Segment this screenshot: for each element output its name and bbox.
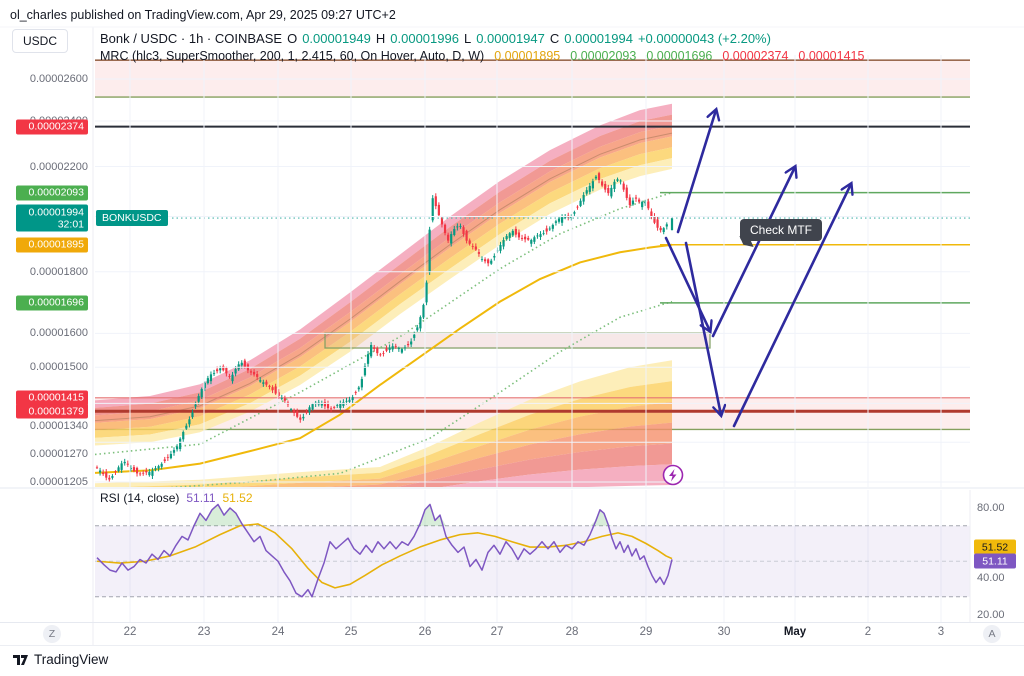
price-label-badge: 0.00001994 32:01 bbox=[16, 204, 88, 232]
price-axis-label: 0.00001205 bbox=[29, 475, 88, 488]
rsi-value-badge: 51.11 bbox=[974, 553, 1016, 569]
rsi-axis-label: 40.00 bbox=[977, 572, 1005, 584]
bar-countdown: 32:01 bbox=[57, 218, 84, 231]
time-axis-label-3: 3 bbox=[937, 626, 945, 638]
price-axis-label: 0.00001270 bbox=[29, 448, 88, 461]
price-axis-label: 0.00002600 bbox=[29, 73, 88, 85]
rsi-ma-value: 51.52 bbox=[222, 491, 253, 505]
price-label-badge: 0.00002374 bbox=[16, 119, 88, 135]
tradingview-logo[interactable]: TradingView bbox=[12, 652, 108, 667]
trend-arrow[interactable] bbox=[684, 241, 721, 415]
mrc-indicator-legend[interactable]: MRC (hlc3, SuperSmoother, 200, 1, 2.415,… bbox=[100, 49, 874, 63]
price-label-badge: 0.00001895 bbox=[16, 237, 88, 253]
time-axis-label-25: 25 bbox=[344, 626, 358, 638]
check-mtf-note[interactable]: Check MTF bbox=[740, 219, 823, 241]
price-label-badge: 0.00001415 bbox=[16, 390, 88, 406]
time-axis-label-27: 27 bbox=[490, 626, 504, 638]
ohlc-low-value: 0.00001947 bbox=[476, 31, 545, 46]
tradingview-logo-text: TradingView bbox=[34, 652, 109, 667]
rsi-axis-label: 80.00 bbox=[977, 502, 1005, 514]
price-label-badge: 0.00001379 bbox=[16, 403, 88, 419]
tradingview-logo-icon bbox=[13, 655, 28, 665]
axis-button-a[interactable]: A bbox=[983, 625, 1001, 643]
ohlc-high-label: H bbox=[375, 31, 386, 46]
symbol-chip-button[interactable]: USDC bbox=[12, 29, 68, 53]
rsi-axis-label: 20.00 bbox=[977, 609, 1005, 621]
published-byline: ol_charles published on TradingView.com,… bbox=[10, 8, 396, 22]
time-axis-label-23: 23 bbox=[197, 626, 211, 638]
trend-arrow[interactable] bbox=[676, 110, 716, 234]
rsi-value-badge: 51.52 bbox=[974, 539, 1016, 555]
symbol-legend[interactable]: Bonk / USDC · 1h · COINBASE O 0.00001949 … bbox=[100, 31, 771, 46]
mrc-title: MRC (hlc3, SuperSmoother, 200, 1, 2.415,… bbox=[100, 49, 485, 63]
time-axis-label-may: May bbox=[783, 626, 807, 638]
time-axis-label-28: 28 bbox=[565, 626, 579, 638]
rsi-value: 51.11 bbox=[186, 491, 216, 505]
series-name-badge: BONKUSDC bbox=[96, 210, 168, 227]
mrc-level-value: 0.00001696 bbox=[646, 49, 713, 63]
ohlc-open-label: O bbox=[287, 31, 298, 46]
mrc-level-value: 0.00001895 bbox=[494, 49, 561, 63]
time-axis-label-2: 2 bbox=[864, 626, 872, 638]
time-axis-label-26: 26 bbox=[418, 626, 432, 638]
time-axis-label-30: 30 bbox=[717, 626, 731, 638]
price-axis-label: 0.00001500 bbox=[29, 361, 88, 374]
time-axis-label-29: 29 bbox=[639, 626, 653, 638]
trend-arrow[interactable] bbox=[732, 184, 851, 428]
ohlc-open-value: 0.00001949 bbox=[302, 31, 371, 46]
lightning-icon[interactable] bbox=[662, 464, 684, 486]
rsi-legend[interactable]: RSI (14, close) 51.11 51.52 bbox=[100, 491, 253, 505]
axis-button-z[interactable]: Z bbox=[43, 625, 61, 643]
mrc-level-value: 0.00001415 bbox=[798, 49, 865, 63]
ohlc-close-label: C bbox=[549, 31, 560, 46]
mrc-values: 0.00001895 0.00002093 0.00001696 0.00002374… bbox=[494, 49, 874, 63]
price-label-badge: 0.00001696 bbox=[16, 295, 88, 311]
mrc-level-value: 0.00002374 bbox=[722, 49, 789, 63]
time-axis-label-24: 24 bbox=[271, 626, 285, 638]
price-label-badge: 0.00002093 bbox=[16, 185, 88, 201]
trend-arrow[interactable] bbox=[664, 236, 710, 331]
price-axis-label: 0.00001600 bbox=[29, 327, 88, 340]
symbol-title: Bonk / USDC · 1h · COINBASE bbox=[100, 31, 283, 46]
ohlc-high-value: 0.00001996 bbox=[390, 31, 459, 46]
mrc-level-value: 0.00002093 bbox=[570, 49, 637, 63]
price-axis-label: 0.00001340 bbox=[29, 420, 88, 433]
change-value: +0.00000043 (+2.20%) bbox=[637, 31, 771, 46]
price-axis-label: 0.00001800 bbox=[29, 265, 88, 278]
trend-arrow[interactable] bbox=[711, 167, 795, 338]
rsi-title: RSI (14, close) bbox=[100, 491, 180, 505]
time-axis-label-22: 22 bbox=[123, 626, 137, 638]
ohlc-low-label: L bbox=[463, 31, 472, 46]
ohlc-close-value: 0.00001994 bbox=[564, 31, 633, 46]
price-axis-label: 0.00002200 bbox=[29, 160, 88, 173]
